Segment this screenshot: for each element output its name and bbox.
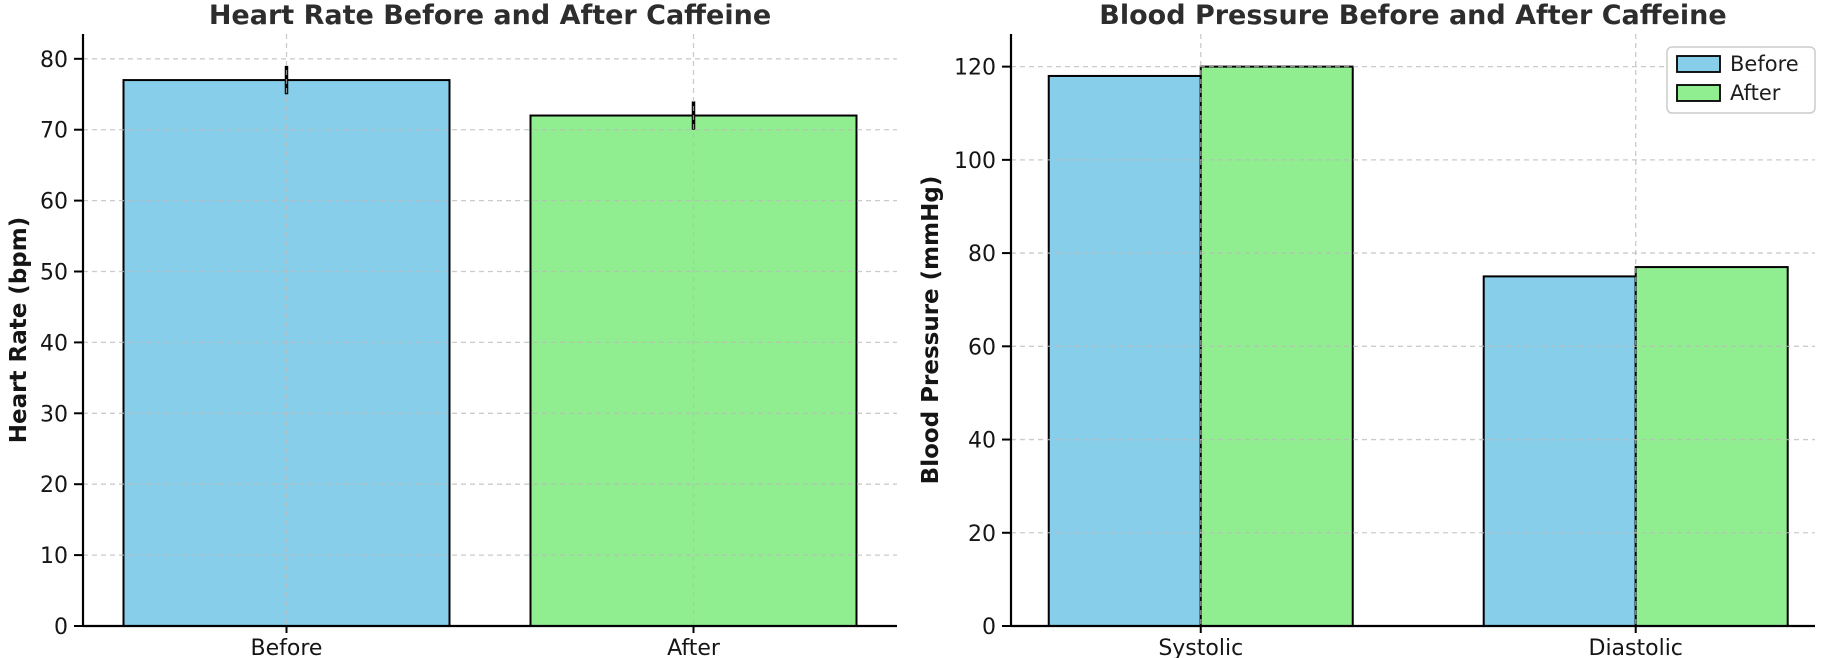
blood-pressure-chart-canvas: 0 20 40 60 80 100 120 Systolic Diastolic Blood Pr…	[918, 0, 1816, 658]
y-tick-label-10: 10	[40, 544, 68, 569]
legend-label-before: Before	[1730, 52, 1799, 76]
x-tick-label-diastolic: Diastolic	[1588, 636, 1682, 658]
y-tick-label-60: 60	[40, 190, 68, 215]
y-tick-label-40: 40	[968, 429, 996, 454]
y-tick-label-0: 0	[54, 615, 68, 640]
y-tick-label-40: 40	[40, 331, 68, 356]
bar-diastolic-before	[1482, 275, 1637, 627]
y-axis-label: Blood Pressure (mmHg)	[918, 176, 944, 485]
heart-rate-chart: 0 10 20 30 40 50 60 70 80 Before After Heart Rate B…	[6, 0, 897, 658]
chart-title: Blood Pressure Before and After Caffeine	[1099, 0, 1726, 31]
bar-systolic-before	[1047, 74, 1202, 627]
x-tick-label-after: After	[667, 636, 721, 658]
legend-swatch-after	[1675, 84, 1721, 102]
y-tick-label-0: 0	[982, 615, 996, 640]
legend: Before After	[1665, 46, 1816, 114]
y-tick-label-100: 100	[954, 149, 996, 174]
y-tick-label-20: 20	[40, 473, 68, 498]
x-tick-label-before: Before	[251, 636, 323, 658]
y-tick-label-80: 80	[968, 242, 996, 267]
legend-swatch-before	[1675, 55, 1721, 73]
x-tick-label-systolic: Systolic	[1158, 636, 1243, 658]
y-axis-label: Heart Rate (bpm)	[6, 217, 32, 443]
bar-diastolic-after	[1634, 266, 1789, 627]
y-tick-label-70: 70	[40, 119, 68, 144]
chart-title: Heart Rate Before and After Caffeine	[209, 0, 771, 31]
y-tick-label-20: 20	[968, 522, 996, 547]
y-tick-label-50: 50	[40, 261, 68, 286]
y-tick-label-80: 80	[40, 48, 68, 73]
legend-label-after: After	[1730, 81, 1781, 105]
y-tick-label-60: 60	[968, 335, 996, 360]
y-tick-label-120: 120	[954, 56, 996, 81]
heart-rate-chart-canvas: 0 10 20 30 40 50 60 70 80 Before After Heart Rate B…	[6, 0, 897, 658]
y-tick-label-30: 30	[40, 402, 68, 427]
blood-pressure-chart: 0 20 40 60 80 100 120 Systolic Diastolic Blood Pr…	[916, 0, 1831, 658]
